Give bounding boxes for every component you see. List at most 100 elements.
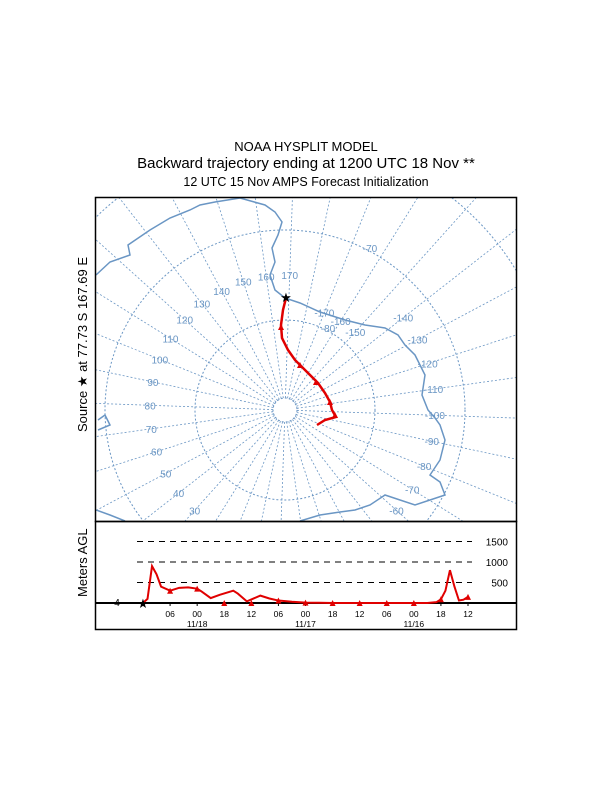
meridian-line <box>291 198 418 401</box>
height-marker <box>383 600 390 606</box>
meridian-line <box>295 414 516 504</box>
meridian-line <box>96 239 277 403</box>
longitude-label: -120 <box>418 360 438 371</box>
longitude-label: -80 <box>417 462 432 473</box>
trajectory-marker <box>297 362 303 368</box>
trajectory-marker <box>278 324 284 330</box>
trajectory-title: Backward trajectory ending at 1200 UTC 1… <box>137 155 475 172</box>
meridian-line <box>96 411 274 437</box>
longitude-label: 120 <box>176 316 193 327</box>
height-marker <box>329 600 336 606</box>
longitude-label: -50 <box>370 524 385 535</box>
x-tick-label: 18 <box>328 609 338 619</box>
meridian-line <box>96 402 274 410</box>
latitude-circle <box>272 397 298 423</box>
x-tick-label: 12 <box>247 609 257 619</box>
meridian-line <box>96 413 274 472</box>
longitude-label: -160 <box>331 317 351 328</box>
start-height-label: 4 <box>114 598 120 609</box>
longitude-label: 150 <box>235 278 252 289</box>
meridian-line <box>142 417 276 521</box>
x-tick-label: 00 <box>409 609 419 619</box>
height-marker <box>302 599 309 606</box>
x-tick-label: 12 <box>463 609 473 619</box>
meridian-line <box>96 415 275 511</box>
trajectory-marker <box>332 412 338 418</box>
x-tick-label: 00 <box>192 609 202 619</box>
longitude-label: 170 <box>281 271 298 282</box>
height-marker <box>437 596 444 603</box>
longitude-label: 160 <box>258 272 275 283</box>
height-marker <box>194 585 201 592</box>
trajectory-marker <box>313 379 319 385</box>
y-tick-label: 500 <box>491 579 508 590</box>
height-marker <box>275 597 282 604</box>
meridian-line <box>286 421 302 521</box>
height-marker <box>410 600 417 606</box>
longitude-label: -130 <box>407 336 427 347</box>
latitude-label: -80 <box>321 324 336 335</box>
meridian-line <box>171 198 280 400</box>
height-marker <box>221 600 228 606</box>
meridian-line <box>296 412 516 460</box>
meridian-line <box>292 198 477 402</box>
meridian-line <box>289 198 372 400</box>
meridian-line <box>296 334 516 407</box>
meridian-line <box>96 291 276 404</box>
x-tick-label: 18 <box>220 609 230 619</box>
meridian-line <box>292 419 373 521</box>
height-marker <box>248 600 255 606</box>
meridian-line <box>295 286 516 405</box>
height-panel: 500 1000 1500 4 06 00 18 12 06 00 18 12 06 00 18 12 11/1… <box>96 538 516 629</box>
x-tick-label: 18 <box>436 609 446 619</box>
meridian-line <box>96 333 275 406</box>
source-star-icon: ★ <box>137 596 149 611</box>
longitude-label: 100 <box>151 355 168 366</box>
meridian-line <box>288 421 322 521</box>
height-marker <box>167 587 174 594</box>
y-tick-label: 1500 <box>486 538 509 549</box>
meridian-line <box>290 420 345 521</box>
latitude-circle <box>104 229 466 521</box>
initialization-subtitle: 12 UTC 15 Nov AMPS Forecast Initializati… <box>183 175 429 189</box>
y-tick-label: 1000 <box>486 558 509 569</box>
meridian-line <box>118 198 278 401</box>
meridian-line <box>293 417 409 521</box>
meridian-line <box>294 416 464 521</box>
height-series-line <box>142 562 469 604</box>
longitude-label: 140 <box>213 287 230 298</box>
coastline <box>97 413 112 431</box>
meridian-line <box>96 369 274 408</box>
coastline <box>96 509 126 521</box>
longitude-label: 70 <box>146 425 158 436</box>
longitude-label: 110 <box>163 334 179 345</box>
x-tick-label: 06 <box>165 609 175 619</box>
trajectory-marker <box>327 399 333 405</box>
longitude-label: -60 <box>389 506 404 517</box>
meridian-line <box>296 377 516 409</box>
height-marker <box>356 600 363 606</box>
meridian-line <box>287 198 331 399</box>
longitude-label: 80 <box>145 401 157 412</box>
longitude-label: 30 <box>189 506 201 517</box>
height-marker <box>465 593 471 600</box>
meridian-line <box>260 421 283 521</box>
longitude-label: 60 <box>151 448 163 459</box>
longitude-label: -150 <box>345 328 365 339</box>
y-axis-label: Meters AGL <box>75 528 90 597</box>
meridian-line <box>215 198 282 399</box>
meridian-line <box>239 420 281 521</box>
longitude-label: 50 <box>160 469 172 480</box>
latitude-label: -70 <box>363 244 378 255</box>
x-tick-label: 00 <box>301 609 311 619</box>
longitude-label: -90 <box>424 437 439 448</box>
coastline <box>96 198 446 521</box>
meridian-line <box>184 418 278 521</box>
x-date-label: 11/16 <box>404 619 425 629</box>
meridian-line <box>294 229 516 403</box>
meridian-line <box>280 421 285 521</box>
x-tick-label: 12 <box>355 609 365 619</box>
longitude-label: 90 <box>147 378 159 389</box>
